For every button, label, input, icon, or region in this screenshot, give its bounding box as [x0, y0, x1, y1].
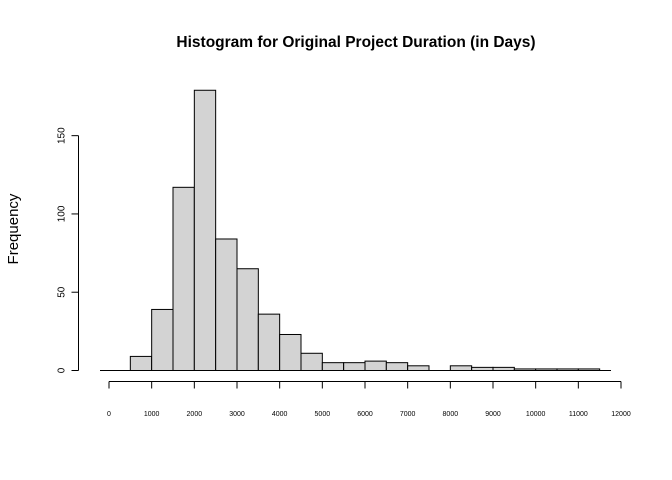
x-tick-label: 6000 — [357, 411, 373, 418]
bars-layer — [129, 89, 601, 372]
x-tick-label: 12000 — [611, 411, 631, 418]
y-axis: 0 50 100 150 — [57, 127, 79, 373]
x-tick-label: 11000 — [569, 411, 588, 418]
histogram-bar — [407, 365, 430, 371]
histogram-bar — [449, 365, 473, 371]
y-tick-label: 0 — [57, 367, 68, 373]
chart-title: Histogram for Original Project Duration … — [176, 34, 535, 51]
histogram-bar — [236, 268, 259, 371]
y-tick-label: 50 — [57, 286, 68, 298]
x-tick-label: 10000 — [526, 411, 546, 418]
histogram-bar — [321, 362, 345, 372]
histogram-bar — [279, 333, 302, 371]
histogram-bar — [172, 186, 195, 371]
x-tick-label: 3000 — [229, 411, 245, 418]
y-tick-label: 150 — [57, 127, 68, 144]
histogram-bar — [364, 360, 387, 371]
histogram-bar — [343, 362, 366, 372]
x-axis: 0 1000 2000 3000 4000 5000 6000 7000 8000 9000 100… — [107, 381, 631, 418]
y-tick-label: 100 — [57, 205, 68, 222]
histogram-bar — [257, 313, 281, 372]
y-axis-label: Frequency — [5, 193, 22, 264]
x-tick-label: 5000 — [315, 411, 331, 418]
x-tick-label: 9000 — [485, 411, 501, 418]
x-tick-label: 0 — [107, 411, 111, 418]
x-tick-label: 1000 — [144, 411, 160, 418]
histogram-bar — [193, 89, 217, 371]
histogram-bar — [215, 238, 238, 371]
histogram-bar — [151, 308, 174, 372]
histogram-bar — [300, 352, 323, 371]
histogram-bar — [129, 355, 153, 372]
histogram-bar — [385, 362, 409, 372]
x-tick-label: 7000 — [400, 411, 416, 418]
x-tick-label: 8000 — [443, 411, 459, 418]
x-tick-label: 2000 — [187, 411, 203, 418]
x-tick-label: 4000 — [272, 411, 288, 418]
